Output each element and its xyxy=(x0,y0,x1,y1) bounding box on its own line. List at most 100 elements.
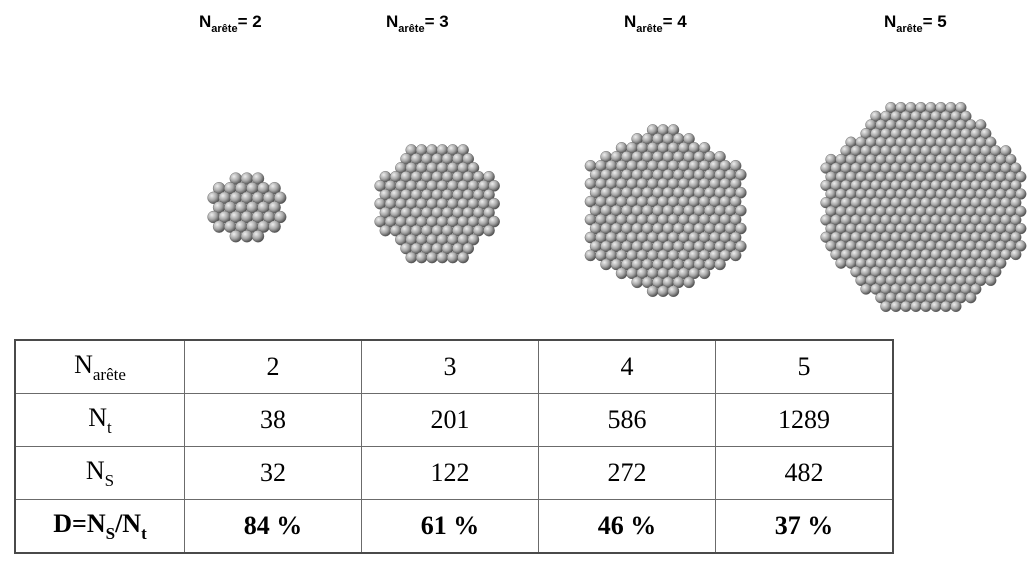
atom-sphere xyxy=(729,160,742,172)
row-label: Narête xyxy=(14,339,185,394)
atom-sphere xyxy=(729,249,742,262)
atom-sphere xyxy=(940,300,952,313)
cluster-image-3 xyxy=(374,140,500,266)
table-cell: 272 xyxy=(538,446,716,500)
atom-sphere xyxy=(729,195,742,208)
atom-sphere xyxy=(615,267,628,280)
atom-sphere xyxy=(251,172,265,185)
atom-sphere xyxy=(970,283,982,295)
atom-sphere xyxy=(734,169,747,181)
table-row-narete: Narête 2 3 4 5 xyxy=(14,339,894,394)
table-cell: 4 xyxy=(538,339,716,394)
atom-sphere xyxy=(667,285,680,297)
atom-sphere xyxy=(734,204,747,217)
atom-sphere xyxy=(980,127,992,140)
atom-sphere xyxy=(268,182,281,195)
table-cell: 3 xyxy=(361,339,539,394)
cluster-title-4: Narête= 4 xyxy=(624,12,687,36)
atom-sphere xyxy=(714,150,726,163)
sphere-group xyxy=(374,144,500,264)
atom-sphere xyxy=(975,119,987,131)
table-cell: 38 xyxy=(184,393,362,447)
atom-sphere xyxy=(860,283,872,295)
table-row-ns: NS 32 122 272 482 xyxy=(14,446,894,500)
row-label: Nt xyxy=(14,393,185,447)
atom-sphere xyxy=(729,213,742,226)
table-cell: 37 % xyxy=(715,499,894,554)
atom-sphere xyxy=(1015,240,1027,252)
atom-sphere xyxy=(1015,205,1027,217)
atom-sphere xyxy=(631,276,644,289)
atom-sphere xyxy=(734,222,747,235)
atom-sphere xyxy=(483,206,495,219)
atom-sphere xyxy=(212,220,226,233)
atom-sphere xyxy=(600,258,612,271)
atom-sphere xyxy=(273,191,287,204)
atom-sphere xyxy=(1010,248,1022,261)
atom-sphere xyxy=(240,229,254,243)
atom-sphere xyxy=(985,136,997,148)
atom-sphere xyxy=(930,300,942,313)
atom-sphere xyxy=(734,186,747,199)
atom-sphere xyxy=(1010,162,1022,174)
row-label: D=NS/Nt xyxy=(14,499,185,554)
table-row-dispersion: D=NS/Nt 84 % 61 % 46 % 37 % xyxy=(14,499,894,554)
cluster-data-table: Narête 2 3 4 5 Nt 38 201 586 1289 NS 32 … xyxy=(14,339,894,554)
cluster-image-5 xyxy=(815,94,1031,320)
atom-sphere xyxy=(457,144,469,156)
atom-sphere xyxy=(950,300,962,313)
cluster-title-5: Narête= 5 xyxy=(884,12,947,36)
atom-sphere xyxy=(698,267,711,280)
atom-sphere xyxy=(584,249,597,262)
table-cell: 201 xyxy=(361,393,539,447)
atom-sphere xyxy=(714,258,726,271)
atom-sphere xyxy=(426,251,438,264)
atom-sphere xyxy=(405,251,418,264)
table-cell: 46 % xyxy=(538,499,716,554)
atom-sphere xyxy=(990,266,1002,278)
atom-sphere xyxy=(273,210,287,224)
table-cell: 61 % xyxy=(361,499,539,554)
table-cell: 586 xyxy=(538,393,716,447)
atom-sphere xyxy=(462,153,474,165)
atom-sphere xyxy=(436,251,449,264)
atom-sphere xyxy=(446,251,459,264)
atom-sphere xyxy=(835,257,847,269)
atom-sphere xyxy=(467,162,480,174)
atom-sphere xyxy=(483,170,495,183)
atom-sphere xyxy=(965,292,977,304)
sphere-group xyxy=(820,102,1027,313)
atom-sphere xyxy=(415,251,428,264)
atom-sphere xyxy=(379,224,392,237)
atom-sphere xyxy=(1010,197,1022,209)
atom-sphere xyxy=(457,251,469,264)
cluster-image-4 xyxy=(574,120,754,300)
atom-sphere xyxy=(488,215,500,228)
table-cell: 84 % xyxy=(184,499,362,554)
atom-sphere xyxy=(467,233,480,246)
atom-sphere xyxy=(698,142,711,154)
table-cell: 1289 xyxy=(715,393,894,447)
atom-sphere xyxy=(900,300,912,313)
cluster-title-3: Narête= 3 xyxy=(386,12,449,36)
sphere-group xyxy=(584,124,747,297)
table-cell: 2 xyxy=(184,339,362,394)
atom-sphere xyxy=(657,285,669,297)
atom-sphere xyxy=(1010,179,1022,192)
row-label: NS xyxy=(14,446,185,500)
atom-sphere xyxy=(268,201,281,214)
atom-sphere xyxy=(683,133,695,145)
atom-sphere xyxy=(1010,214,1022,226)
atom-sphere xyxy=(1010,231,1022,243)
atom-sphere xyxy=(920,300,932,313)
atom-sphere xyxy=(488,180,500,192)
cluster-title-2: Narête= 2 xyxy=(199,12,262,36)
atom-sphere xyxy=(488,197,500,210)
atom-sphere xyxy=(910,300,922,313)
atom-sphere xyxy=(1015,223,1027,235)
atom-sphere xyxy=(667,124,680,136)
atom-sphere xyxy=(646,285,659,297)
atom-sphere xyxy=(880,300,892,313)
atom-sphere xyxy=(462,242,474,255)
atom-sphere xyxy=(729,177,742,190)
